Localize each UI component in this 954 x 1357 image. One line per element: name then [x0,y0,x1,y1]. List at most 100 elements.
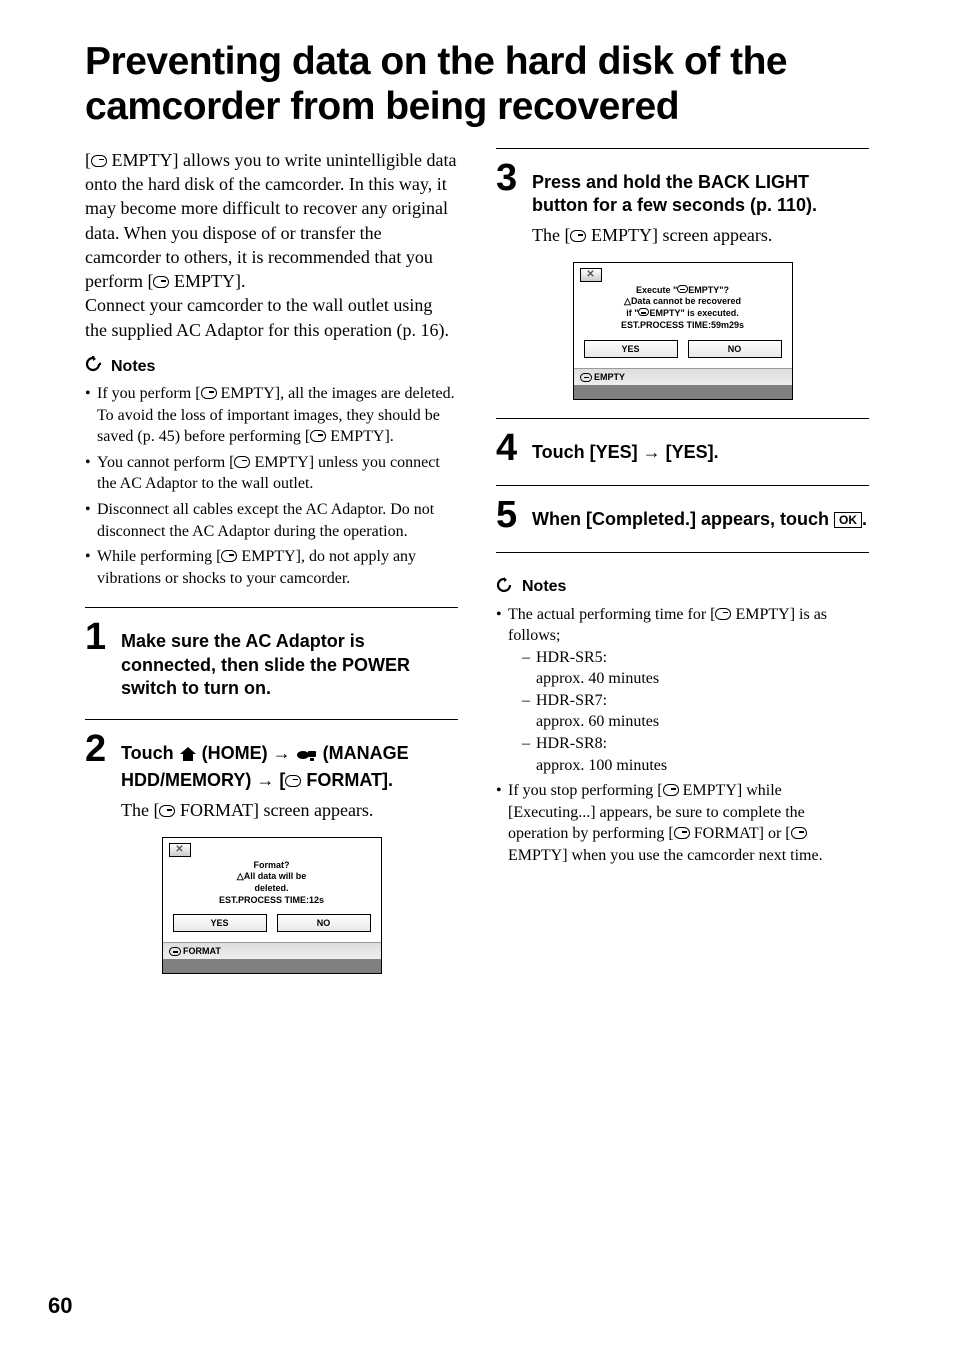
hdd-icon [791,827,807,839]
hdd-icon [159,805,175,817]
notes-label: Notes [522,578,566,596]
step-number: 3 [496,159,522,197]
step-5: 5 When [Completed.] appears, touch OK. [496,496,869,534]
step-3: 3 Press and hold the BACK LIGHT button f… [496,159,869,248]
model-name: HDR-SR5: [536,649,607,666]
step-title: Touch [YES] → [YES]. [532,441,869,464]
text: Touch [YES] [532,442,643,462]
model-time: approx. 40 minutes [536,670,659,687]
step-1: 1 Make sure the AC Adaptor is connected,… [85,618,458,700]
screenshot-label: EMPTY [574,368,792,385]
text: EMPTY"? [688,285,729,295]
note-item: If you perform [ EMPTY], all the images … [85,383,458,448]
text: if " [626,308,638,318]
text: △Data cannot be recovered [580,296,786,308]
step-body: Make sure the AC Adaptor is connected, t… [121,618,458,700]
hdd-icon [91,155,107,167]
text: EMPTY]. [326,428,394,445]
screenshot-label: FORMAT [163,942,381,959]
step-number: 5 [496,496,522,534]
screenshot-buttons: YES NO [163,914,381,942]
separator [496,552,869,553]
text: Execute " [636,285,677,295]
page-title: Preventing data on the hard disk of the … [85,40,869,130]
text: EMPTY] screen appears. [586,225,772,245]
screenshot-footer [574,385,792,399]
step-4: 4 Touch [YES] → [YES]. [496,429,869,467]
left-notes-list: If you perform [ EMPTY], all the images … [85,383,458,589]
separator [496,148,869,149]
model-item: –HDR-SR5: approx. 40 minutes [522,647,869,690]
model-item: –HDR-SR7: approx. 60 minutes [522,690,869,733]
text: Touch [121,743,179,763]
close-icon: ✕ [169,843,191,857]
model-name: HDR-SR7: [536,692,607,709]
text: The actual performing time for [ [508,606,715,623]
text: [YES]. [661,442,719,462]
text: FORMAT]. [301,770,393,790]
model-time: approx. 60 minutes [536,713,659,730]
text: . [862,509,867,529]
hdd-icon [570,230,586,242]
text: Disconnect all cables except the AC Adap… [97,501,434,540]
arrow-icon: → [643,442,661,462]
left-column: [ EMPTY] allows you to write unintelligi… [85,148,458,975]
text: FORMAT] or [ [690,825,791,842]
hdd-icon [715,608,731,620]
text: Data cannot be recovered [631,296,741,306]
screenshot-footer [163,959,381,973]
manage-icon [296,746,318,769]
hdd-icon [663,784,679,796]
note-item: While performing [ EMPTY], do not apply … [85,546,458,589]
text: EMPTY] allows you to write unintelligibl… [85,150,456,291]
no-button: NO [688,340,782,358]
text: If you perform [ [97,385,201,402]
dash-icon: – [522,690,530,712]
notes-header: Notes [496,577,869,598]
ok-icon: OK [834,512,862,528]
note-item: Disconnect all cables except the AC Adap… [85,499,458,542]
hdd-icon [234,456,250,468]
hdd-icon [580,373,592,382]
note-item: The actual performing time for [ EMPTY] … [496,604,869,777]
step-body: When [Completed.] appears, touch OK. [532,496,869,531]
step-text: The [ EMPTY] screen appears. [532,223,869,247]
screenshot-message: Format? △All data will be deleted. EST.P… [169,860,375,907]
text: FORMAT [183,946,221,956]
step-number: 1 [85,618,111,656]
text: EMPTY] when you use the camcorder next t… [508,847,823,864]
step-text: The [ FORMAT] screen appears. [121,798,458,822]
hdd-icon [153,276,169,288]
text: The [ [121,800,159,820]
home-icon [179,745,197,768]
no-button: NO [277,914,371,932]
intro-paragraph: [ EMPTY] allows you to write unintelligi… [85,148,458,294]
text: EMPTY]. [169,271,245,291]
step-2: 2 Touch (HOME) → (MANAGE HDD/MEMORY) → [… [85,730,458,823]
model-time: approx. 100 minutes [536,757,667,774]
text: You cannot perform [ [97,454,234,471]
text: EMPTY" is executed. [649,308,738,318]
arrow-icon: → [273,743,291,763]
hdd-icon [169,947,181,956]
notes-icon [85,356,101,377]
text: While performing [ [97,548,221,565]
content-columns: [ EMPTY] allows you to write unintelligi… [85,148,869,975]
model-list: –HDR-SR5:approx. 40 minutes –HDR-SR7:app… [508,647,869,777]
text: The [ [532,225,570,245]
dash-icon: – [522,647,530,669]
close-icon: ✕ [580,268,602,282]
hdd-icon [285,775,301,787]
hdd-icon [221,550,237,562]
step-body: Press and hold the BACK LIGHT button for… [532,159,869,248]
notes-header: Notes [85,356,458,377]
step-number: 4 [496,429,522,467]
text: EMPTY [594,372,625,382]
text: When [Completed.] appears, touch [532,509,834,529]
screenshot-top: ✕ Execute " EMPTY"? △Data cannot be recov… [574,263,792,340]
dash-icon: – [522,733,530,755]
text: EST.PROCESS TIME:59m29s [580,320,786,332]
model-item: –HDR-SR8:approx. 100 minutes [522,733,869,776]
warning-icon: △ [624,296,631,308]
hdd-icon [310,430,326,442]
